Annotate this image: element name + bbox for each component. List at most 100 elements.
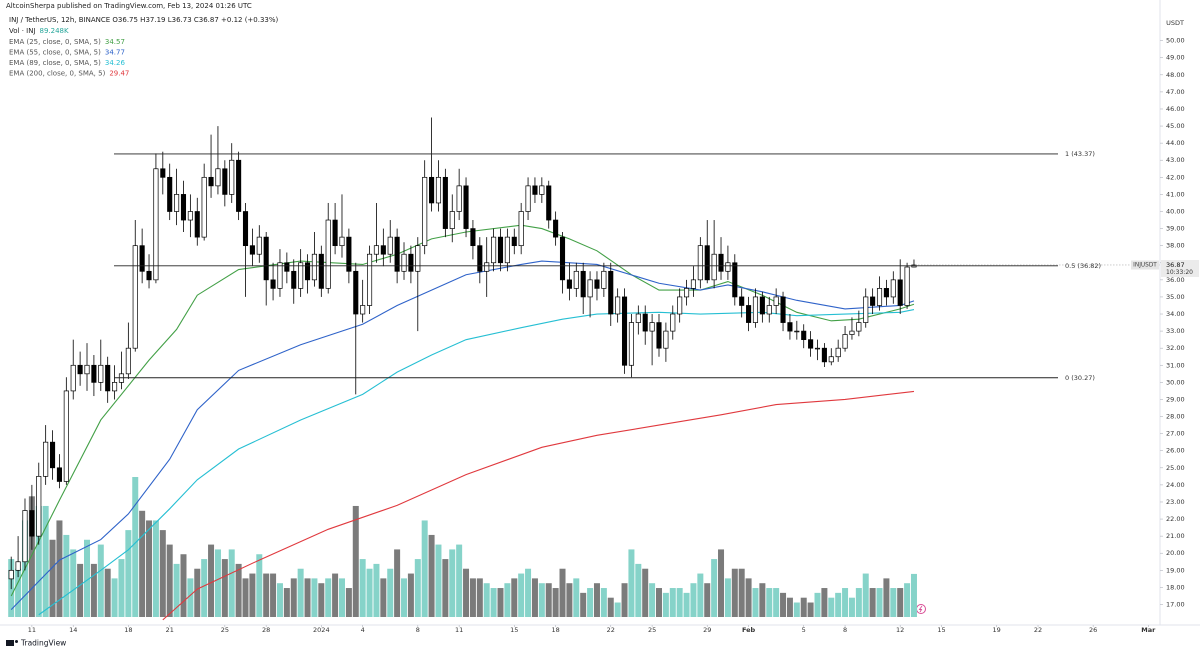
level-label: 0 (30.27) bbox=[1065, 374, 1095, 382]
candle-body bbox=[491, 236, 497, 264]
candle-body bbox=[690, 279, 697, 289]
candle-body bbox=[746, 305, 752, 323]
volume-bar bbox=[125, 530, 132, 617]
candle-body bbox=[50, 441, 56, 469]
volume-bar bbox=[483, 583, 490, 617]
volume-bar bbox=[538, 583, 545, 617]
candle-body bbox=[594, 279, 600, 289]
candle-body bbox=[84, 364, 90, 375]
footer-logo bbox=[6, 640, 18, 646]
candle-body bbox=[663, 330, 669, 349]
candle-body bbox=[408, 253, 414, 272]
candle-body bbox=[380, 245, 386, 255]
candle-body bbox=[401, 253, 407, 272]
candle-body bbox=[684, 288, 690, 298]
candle-body bbox=[890, 279, 896, 298]
y-tick-label: 17.00 bbox=[1166, 600, 1185, 608]
candle-body bbox=[56, 467, 62, 482]
candle-body bbox=[353, 270, 359, 315]
volume-bar bbox=[835, 592, 842, 617]
volume-bar bbox=[214, 549, 221, 617]
legend-name: EMA (55, close, 0, SMA, 5) bbox=[9, 49, 101, 57]
legend-name: EMA (200, close, 0, SMA, 5) bbox=[9, 70, 106, 78]
volume-bar bbox=[297, 568, 304, 617]
candle-body bbox=[656, 322, 662, 349]
candle-body bbox=[621, 296, 628, 366]
candle-body bbox=[525, 185, 531, 212]
candle-body bbox=[870, 296, 876, 306]
candle-body bbox=[346, 236, 352, 272]
x-tick-label: 22 bbox=[607, 626, 615, 634]
candle-body bbox=[642, 313, 648, 332]
candle-body bbox=[835, 347, 841, 358]
volume-bar bbox=[387, 568, 394, 617]
volume-bar bbox=[435, 544, 442, 617]
volume-bar bbox=[848, 597, 855, 617]
y-tick-label: 36.00 bbox=[1166, 276, 1185, 284]
x-tick-label: 8 bbox=[416, 626, 420, 634]
x-tick-label: 18 bbox=[124, 626, 132, 634]
candle-body bbox=[222, 168, 228, 195]
volume-bar bbox=[821, 588, 828, 617]
candle-body bbox=[566, 279, 572, 289]
candle-body bbox=[284, 262, 290, 272]
candle-body bbox=[422, 176, 428, 247]
volume-bar bbox=[42, 505, 49, 617]
volume-bar bbox=[263, 573, 270, 617]
volume-bar bbox=[104, 568, 111, 617]
y-tick-label: 31.00 bbox=[1166, 361, 1185, 369]
volume-bar bbox=[642, 568, 649, 617]
candle-body bbox=[876, 288, 883, 306]
x-tick-label: 11 bbox=[28, 626, 36, 634]
x-tick-label: 25 bbox=[648, 626, 656, 634]
volume-bar bbox=[669, 588, 676, 617]
volume-bar bbox=[504, 583, 511, 617]
volume-bar bbox=[745, 578, 752, 617]
volume-bar bbox=[325, 578, 332, 617]
volume-bar bbox=[256, 554, 263, 617]
volume-bar bbox=[28, 496, 35, 617]
y-tick-label: 20.00 bbox=[1166, 549, 1185, 557]
volume-bar bbox=[338, 578, 345, 617]
volume-bar bbox=[97, 544, 104, 617]
candle-body bbox=[174, 194, 180, 212]
candle-body bbox=[718, 253, 724, 272]
volume-bar bbox=[194, 568, 201, 617]
ema-line bbox=[10, 260, 915, 611]
candle-body bbox=[63, 390, 69, 482]
candle-body bbox=[780, 296, 786, 323]
y-tick-label: 21.00 bbox=[1166, 532, 1185, 540]
volume-bar bbox=[15, 568, 22, 617]
candle-body bbox=[573, 270, 579, 289]
candle-body bbox=[711, 253, 717, 281]
y-tick-label: 27.00 bbox=[1166, 430, 1185, 438]
volume-bar bbox=[132, 477, 139, 617]
x-tick-label: 18 bbox=[551, 626, 559, 634]
volume-bar bbox=[862, 573, 869, 617]
candle-body bbox=[808, 339, 814, 349]
volume-bar bbox=[786, 597, 793, 617]
candle-body bbox=[615, 296, 621, 315]
volume-bar bbox=[318, 583, 325, 617]
volume-bar bbox=[56, 520, 63, 617]
volume-bar bbox=[311, 578, 318, 617]
volume-bar bbox=[111, 578, 118, 617]
candle-body bbox=[277, 262, 283, 289]
volume-bar bbox=[614, 602, 621, 617]
volume-bar bbox=[766, 588, 773, 617]
candle-body bbox=[587, 279, 593, 298]
y-tick-label: 40.00 bbox=[1166, 207, 1185, 215]
volume-bar bbox=[449, 549, 456, 617]
volume-bar bbox=[676, 588, 683, 617]
volume-bar bbox=[731, 568, 738, 617]
volume-bar bbox=[600, 588, 607, 617]
ema-line bbox=[10, 224, 915, 597]
volume-bar bbox=[304, 578, 311, 617]
volume-bar bbox=[842, 588, 849, 617]
candle-body bbox=[8, 569, 14, 580]
volume-bar bbox=[228, 549, 235, 617]
candle-body bbox=[470, 228, 476, 247]
candle-body bbox=[477, 245, 483, 272]
candle-body bbox=[608, 270, 614, 315]
volume-bar bbox=[146, 520, 153, 617]
